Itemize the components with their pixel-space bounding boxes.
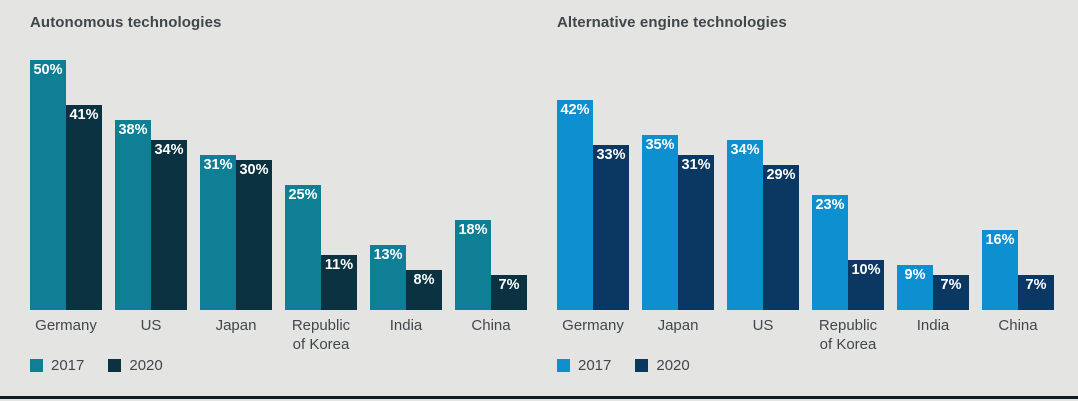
bar-group: 16% 7% [982, 230, 1054, 310]
bar-2017: 9% [897, 265, 933, 310]
bar-group: 34% 29% [727, 140, 799, 310]
category-label: US [140, 317, 162, 334]
bar-2020: 34% [151, 140, 187, 310]
legend-swatch [557, 359, 570, 372]
category-label: Republic of Korea [291, 317, 351, 353]
bar-value-label: 10% [851, 262, 881, 278]
category-label: US [752, 317, 774, 334]
legend: 2017 2020 [557, 357, 1054, 374]
legend-item-2020: 2020 [108, 357, 163, 374]
category-label: China [998, 317, 1038, 334]
bar-value-label: 35% [645, 137, 675, 153]
bar-value-label: 30% [239, 162, 269, 178]
bar-2017: 35% [642, 135, 678, 310]
legend-swatch [635, 359, 649, 372]
legend-item-2017: 2017 [30, 357, 84, 374]
bar-value-label: 29% [766, 167, 796, 183]
chart-title: Autonomous technologies [30, 14, 222, 31]
bar-2020: 10% [848, 260, 884, 310]
bar-2017: 38% [115, 120, 151, 310]
bar-value-label: 33% [596, 147, 626, 163]
legend-swatch [108, 359, 122, 372]
legend-label: 2020 [129, 357, 163, 374]
bar-2017: 23% [812, 195, 848, 310]
bar-2017: 34% [727, 140, 763, 310]
chart-alternative-engine-technologies: Alternative engine technologies 42% 33% 35… [557, 14, 1054, 374]
bar-value-label: 31% [203, 157, 233, 173]
bar-value-label: 13% [373, 247, 403, 263]
bar-value-label: 9% [904, 267, 926, 283]
bar-value-label: 31% [681, 157, 711, 173]
bar-2020: 29% [763, 165, 799, 310]
bar-2020: 7% [491, 275, 527, 310]
bar-2020: 30% [236, 160, 272, 310]
bar-2020: 31% [678, 155, 714, 310]
plot-area: 50% 41% 38% 34% 31% 30% 25% 11% 13% 8% 18% 7% [30, 60, 527, 310]
category-label: Germany [35, 317, 97, 334]
bar-2017: 18% [455, 220, 491, 310]
bar-2020: 41% [66, 105, 102, 310]
category-label: China [471, 317, 511, 334]
category-label: Japan [657, 317, 699, 334]
bar-group: 31% 30% [200, 155, 272, 310]
bar-2017: 42% [557, 100, 593, 310]
bar-group: 35% 31% [642, 135, 714, 310]
bottom-rule [0, 396, 1078, 399]
bar-group: 42% 33% [557, 100, 629, 310]
bar-value-label: 18% [458, 222, 488, 238]
bar-2020: 8% [406, 270, 442, 310]
legend-label: 2017 [51, 357, 85, 374]
bar-value-label: 25% [288, 187, 318, 203]
legend-item-2020: 2020 [635, 357, 690, 374]
legend-item-2017: 2017 [557, 357, 611, 374]
bar-value-label: 7% [498, 277, 520, 293]
category-label: India [916, 317, 950, 334]
legend-swatch [30, 359, 43, 372]
bar-group: 13% 8% [370, 245, 442, 310]
legend-label: 2020 [656, 357, 690, 374]
bar-value-label: 16% [985, 232, 1015, 248]
bar-2017: 16% [982, 230, 1018, 310]
category-label: India [389, 317, 423, 334]
category-label: Germany [562, 317, 624, 334]
bar-value-label: 34% [730, 142, 760, 158]
charts-row: Autonomous technologies 50% 41% 38% 34% 31% 3… [30, 14, 1054, 374]
plot-area: 42% 33% 35% 31% 34% 29% 23% 10% 9% 7% 16% 7% [557, 60, 1054, 310]
bar-value-label: 34% [154, 142, 184, 158]
bar-2017: 13% [370, 245, 406, 310]
bar-2020: 11% [321, 255, 357, 310]
category-axis: Germany US Japan Republic of Korea India Chin… [30, 317, 527, 355]
bar-2017: 25% [285, 185, 321, 310]
legend-label: 2017 [578, 357, 612, 374]
bar-value-label: 11% [324, 257, 354, 273]
bar-value-label: 7% [940, 277, 962, 293]
bar-group: 18% 7% [455, 220, 527, 310]
bar-value-label: 41% [69, 107, 99, 123]
chart-autonomous-technologies: Autonomous technologies 50% 41% 38% 34% 31% 3… [30, 14, 527, 374]
bar-group: 25% 11% [285, 185, 357, 310]
bar-group: 38% 34% [115, 120, 187, 310]
bar-value-label: 8% [413, 272, 435, 288]
bar-value-label: 23% [815, 197, 845, 213]
legend: 2017 2020 [30, 357, 527, 374]
bar-2020: 7% [933, 275, 969, 310]
bar-group: 9% 7% [897, 265, 969, 310]
bar-value-label: 42% [560, 102, 590, 118]
chart-title: Alternative engine technologies [557, 14, 787, 31]
bar-2017: 31% [200, 155, 236, 310]
bar-group: 23% 10% [812, 195, 884, 310]
bar-value-label: 50% [33, 62, 63, 78]
category-label: Japan [215, 317, 257, 334]
bar-2020: 33% [593, 145, 629, 310]
category-label: Republic of Korea [818, 317, 878, 353]
bar-value-label: 38% [118, 122, 148, 138]
category-axis: Germany Japan US Republic of Korea India Chin… [557, 317, 1054, 355]
bar-2020: 7% [1018, 275, 1054, 310]
bar-2017: 50% [30, 60, 66, 310]
bar-value-label: 7% [1025, 277, 1047, 293]
bar-group: 50% 41% [30, 60, 102, 310]
